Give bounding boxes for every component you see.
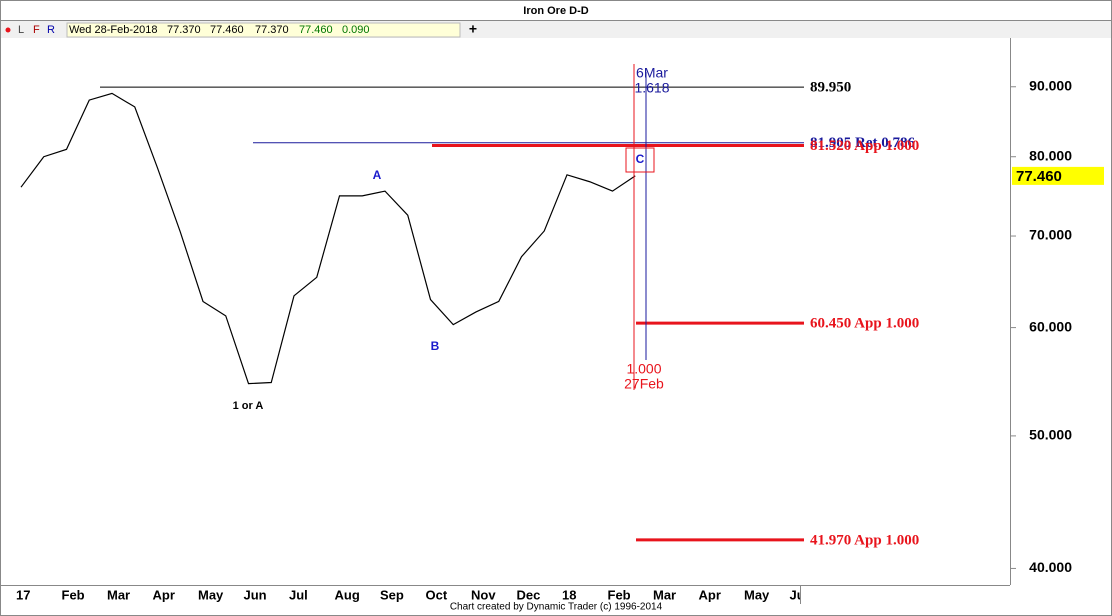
x-tick-label: Jul [289, 587, 308, 602]
x-tick-label: Jun [244, 587, 267, 602]
y-tick-label: 70.000 [1029, 227, 1072, 243]
toolbar-button[interactable]: R [47, 24, 55, 36]
quote-close: 77.460 [299, 24, 333, 36]
annotation: B [431, 339, 440, 353]
x-tick-label: Feb [62, 587, 85, 602]
x-tick-label: Sep [380, 587, 404, 602]
x-tick-label: Mar [653, 587, 676, 602]
y-tick-label: 90.000 [1029, 77, 1072, 93]
footer: Chart created by Dynamic Trader (c) 1996… [450, 602, 663, 613]
quote-box [66, 22, 461, 38]
level-label: 41.970 App 1.000 [810, 532, 919, 548]
y-tick-label: 60.000 [1029, 318, 1072, 334]
quote-low: 77.370 [255, 24, 289, 36]
plot: 17 Feb Mar Apr May Jun Jul Aug Sep Oct Nov Dec 18 Feb… [16, 92, 813, 602]
x-tick-label: Oct [426, 587, 448, 602]
last-price-box [1012, 166, 1104, 185]
x-tick-label: 17 [16, 587, 30, 602]
toolbar-button[interactable]: F [33, 24, 40, 36]
time-ratio: 1.000 [626, 361, 661, 377]
x-tick-label: Apr [699, 587, 721, 602]
annotation: 1 or A [233, 400, 264, 412]
y-tick-label: 50.000 [1029, 427, 1072, 443]
x-tick-label: 18 [562, 587, 576, 602]
y-tick-label: 40.000 [1029, 559, 1072, 575]
x-tick-label: Apr [153, 587, 175, 602]
add-button[interactable]: + [469, 21, 477, 37]
x-tick-label: May [744, 587, 770, 602]
quote-high: 77.460 [210, 24, 244, 36]
x-tick-label: Jun [790, 587, 813, 602]
level-label: 81.905 Ret 0.786 [810, 135, 915, 151]
quote-open: 77.370 [167, 24, 201, 36]
x-tick-label: May [198, 587, 224, 602]
annotation: A [373, 168, 382, 182]
price-line [20, 92, 636, 385]
x-tick-label: Dec [517, 587, 541, 602]
annotation: C [636, 152, 645, 166]
quote-date: Wed 28-Feb-2018 [69, 24, 157, 36]
toolbar-button[interactable]: L [18, 24, 24, 36]
chart-title: Iron Ore D-D [523, 5, 588, 17]
time-date: 27Feb [624, 376, 664, 392]
level-label: 60.450 App 1.000 [810, 316, 919, 332]
time-ratio: 1.618 [634, 80, 669, 96]
last-price-label: 77.460 [1016, 168, 1062, 185]
level-label: 89.950 [810, 80, 851, 96]
x-tick-label: Feb [608, 587, 631, 602]
c-box [625, 147, 655, 173]
toolbar-dot [5, 27, 11, 33]
y-tick-label: 80.000 [1029, 147, 1072, 163]
time-date: 6Mar [636, 65, 668, 81]
x-tick-label: Mar [107, 587, 130, 602]
x-tick-label: Nov [471, 587, 496, 602]
quote-change: 0.090 [342, 24, 370, 36]
x-tick-label: Aug [335, 587, 360, 602]
level-label: 81.520 App 1.000 [810, 138, 919, 154]
